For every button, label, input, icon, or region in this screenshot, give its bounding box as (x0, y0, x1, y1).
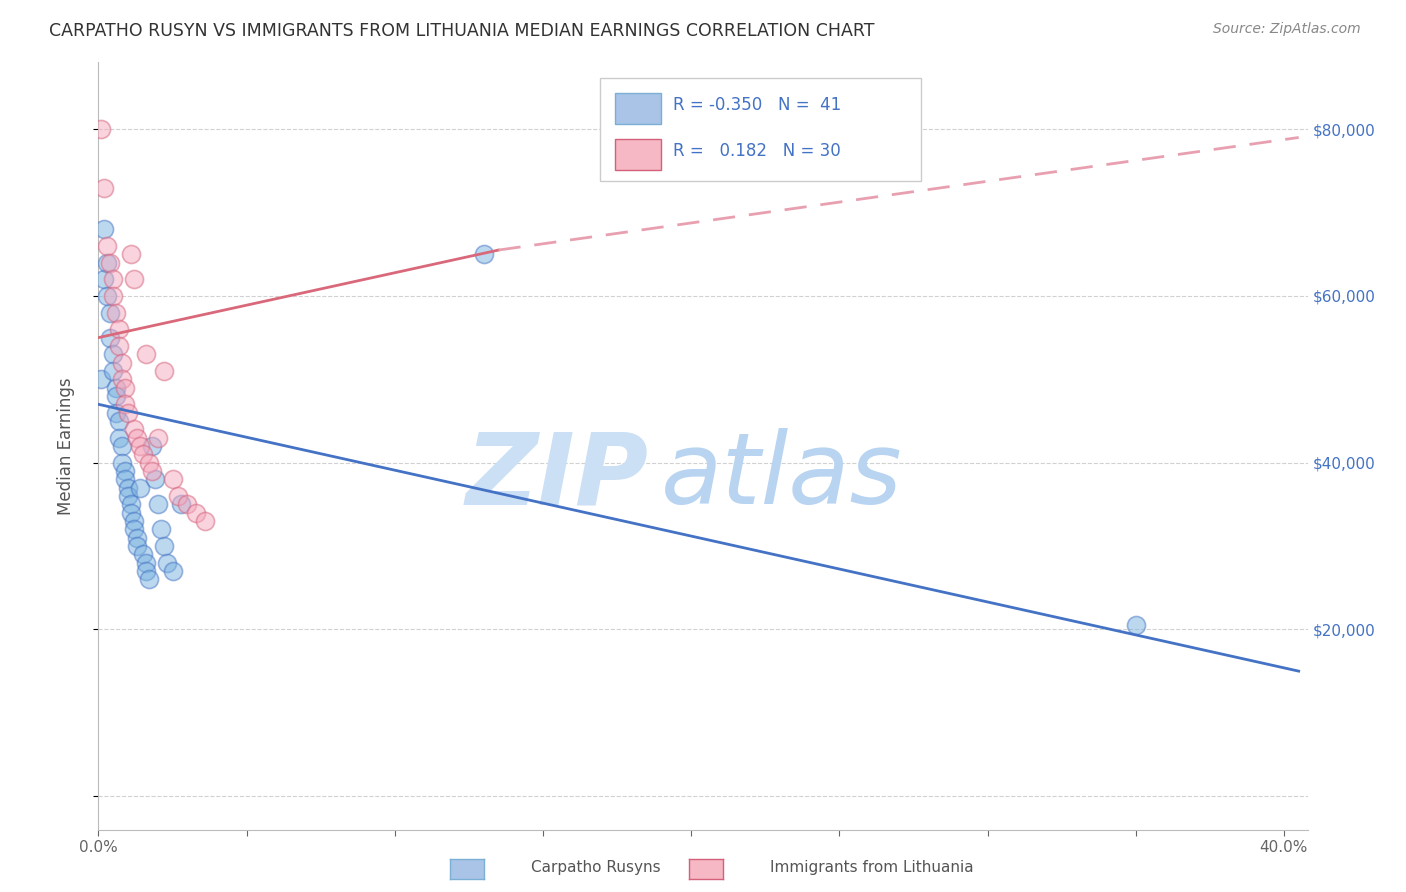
Point (146, 497, 169, 511)
Point (108, 322, 131, 336)
Point (103, 272, 125, 286)
Point (96, 239, 118, 253)
Point (125, 539, 148, 553)
Point (105, 381, 128, 395)
Point (114, 472, 136, 486)
Text: R = -0.350   N =  41: R = -0.350 N = 41 (672, 95, 841, 113)
Point (162, 564, 184, 578)
Point (135, 564, 157, 578)
Point (103, 364, 125, 378)
Point (117, 406, 139, 420)
Point (194, 514, 217, 528)
Point (132, 447, 155, 461)
Point (176, 497, 198, 511)
Point (138, 573, 160, 587)
Text: atlas: atlas (661, 428, 903, 525)
Point (98, 305, 121, 319)
Point (170, 497, 193, 511)
Point (111, 439, 134, 453)
Point (122, 514, 145, 528)
Point (93, 272, 115, 286)
Point (90, 122, 112, 136)
Point (98, 330, 121, 344)
Point (111, 372, 134, 386)
Point (186, 506, 208, 520)
Point (114, 464, 136, 478)
Point (132, 548, 155, 562)
Point (141, 439, 163, 453)
Point (122, 522, 145, 536)
Text: CARPATHO RUSYN VS IMMIGRANTS FROM LITHUANIA MEDIAN EARNINGS CORRELATION CHART: CARPATHO RUSYN VS IMMIGRANTS FROM LITHUA… (49, 22, 875, 40)
Text: R =   0.182   N = 30: R = 0.182 N = 30 (672, 142, 841, 160)
Point (143, 472, 166, 486)
Point (114, 381, 136, 395)
Point (129, 439, 152, 453)
Point (111, 356, 134, 370)
Point (146, 431, 169, 445)
Point (108, 414, 131, 428)
Point (105, 305, 128, 319)
Point (108, 339, 131, 353)
Point (135, 556, 157, 570)
Point (93, 222, 115, 236)
Point (90, 372, 112, 386)
Text: Source: ZipAtlas.com: Source: ZipAtlas.com (1213, 22, 1361, 37)
Point (162, 472, 184, 486)
Point (105, 406, 128, 420)
Point (149, 522, 172, 536)
Point (96, 289, 118, 303)
Point (120, 506, 142, 520)
Point (117, 481, 139, 495)
Point (1125, 618, 1147, 632)
Point (114, 397, 136, 411)
FancyBboxPatch shape (614, 93, 661, 124)
Point (135, 347, 157, 361)
Point (138, 456, 160, 470)
Point (125, 431, 148, 445)
Point (96, 255, 118, 269)
Point (103, 289, 125, 303)
Y-axis label: Median Earnings: Median Earnings (56, 377, 75, 515)
Point (103, 347, 125, 361)
Point (472, 247, 495, 261)
Point (122, 272, 145, 286)
Point (167, 489, 190, 503)
Point (125, 531, 148, 545)
Point (141, 464, 163, 478)
Text: ZIP: ZIP (465, 428, 648, 525)
Text: Carpatho Rusyns: Carpatho Rusyns (531, 860, 661, 874)
Point (117, 489, 139, 503)
Point (129, 481, 152, 495)
Point (93, 180, 115, 194)
FancyBboxPatch shape (600, 78, 921, 181)
Point (98, 255, 121, 269)
Point (120, 497, 142, 511)
Point (155, 556, 177, 570)
Text: Immigrants from Lithuania: Immigrants from Lithuania (770, 860, 974, 874)
Point (152, 539, 174, 553)
FancyBboxPatch shape (614, 139, 661, 169)
Point (152, 364, 174, 378)
Point (105, 389, 128, 403)
Point (122, 422, 145, 436)
Point (120, 247, 142, 261)
Point (108, 431, 131, 445)
Point (111, 456, 134, 470)
